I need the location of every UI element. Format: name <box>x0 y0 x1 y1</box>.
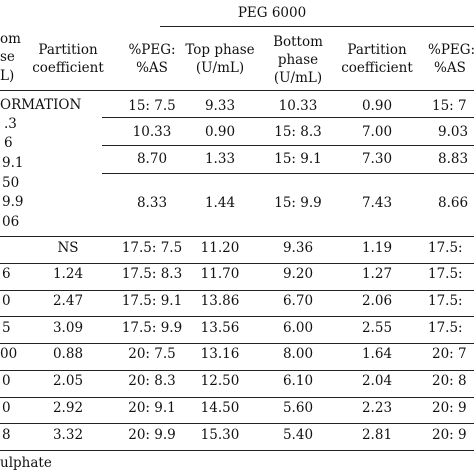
block-row-pc: 7.00 <box>361 124 393 140</box>
row-pc: NS <box>57 240 79 256</box>
row-ratio: 20: 7.5 <box>128 346 176 362</box>
row-left: 5 <box>2 320 11 336</box>
group-header-rule <box>160 26 474 27</box>
group-header-peg-6000: PEG 6000 <box>237 5 307 21</box>
row-ratio2: 17.5: <box>428 240 463 256</box>
block-left-value: 9.1 <box>2 155 24 171</box>
row-pc2: 2.06 <box>361 293 393 309</box>
block-end-rule <box>0 236 474 237</box>
block-row-ratio: 8.70 <box>136 151 168 167</box>
row-pc: 2.47 <box>52 293 84 309</box>
block-row-ratio2: 8.83 <box>438 151 469 167</box>
row-left: 8 <box>2 427 11 443</box>
row-left: 6 <box>2 266 11 282</box>
row-pc: 0.88 <box>52 346 84 362</box>
row-ratio: 17.5: 8.3 <box>121 266 183 282</box>
block-row-ratio2: 9.03 <box>438 124 469 140</box>
block-rule <box>102 117 474 118</box>
row-ratio2: 20: 8 <box>432 373 467 389</box>
block-row-ratio2: 8.66 <box>438 195 469 211</box>
row-top: 13.16 <box>200 346 240 362</box>
block-row-top: 0.90 <box>204 124 236 140</box>
row-top: 15.30 <box>200 427 240 443</box>
row-pc2: 2.04 <box>361 373 393 389</box>
row-ratio: 20: 9.1 <box>128 400 176 416</box>
row-pc2: 2.55 <box>361 320 393 336</box>
block-row-pc: 7.43 <box>361 195 393 211</box>
row-bottom: 5.40 <box>282 427 314 443</box>
header-rule <box>0 90 474 91</box>
row-ratio2: 17.5: <box>428 266 463 282</box>
block-row-bottom: 15: 8.3 <box>274 124 322 140</box>
block-row-ratio: 10.33 <box>132 124 172 140</box>
row-left: 00 <box>0 346 18 362</box>
row-ratio2: 20: 9 <box>432 427 467 443</box>
row-pc2: 1.19 <box>361 240 393 256</box>
block-row-top: 9.33 <box>204 98 236 114</box>
row-ratio: 17.5: 9.1 <box>121 293 183 309</box>
block-left-value: .3 <box>4 116 17 132</box>
footnote: ulphate <box>0 455 52 471</box>
block-row-pc: 7.30 <box>361 151 393 167</box>
row-left: 0 <box>2 400 11 416</box>
block-row-pc: 0.90 <box>361 98 393 114</box>
row-ratio2: 20: 9 <box>432 400 467 416</box>
block-row-bottom: 15: 9.9 <box>274 195 322 211</box>
row-bottom: 5.60 <box>282 400 314 416</box>
row-bottom: 9.20 <box>282 266 314 282</box>
block-left-value: 06 <box>2 214 20 230</box>
block-left-value: 6 <box>4 135 13 151</box>
block-row-bottom: 15: 9.1 <box>274 151 322 167</box>
row-ratio: 20: 9.9 <box>128 427 176 443</box>
row-bottom: 8.00 <box>282 346 314 362</box>
block-row-ratio: 15: 7.5 <box>128 98 176 114</box>
row-left: 0 <box>2 293 11 309</box>
row-pc: 2.05 <box>52 373 84 389</box>
row-rule <box>0 263 474 264</box>
row-pc: 3.09 <box>52 320 84 336</box>
block-row-ratio: 8.33 <box>136 195 168 211</box>
row-top: 13.86 <box>200 293 240 309</box>
row-pc2: 2.23 <box>361 400 393 416</box>
row-ratio: 17.5: 7.5 <box>121 240 183 256</box>
row-pc: 2.92 <box>52 400 84 416</box>
row-rule <box>0 316 474 317</box>
row-top: 14.50 <box>200 400 240 416</box>
row-bottom: 6.10 <box>282 373 314 389</box>
row-pc: 1.24 <box>52 266 84 282</box>
table-bottom-rule <box>0 450 474 451</box>
row-top: 11.20 <box>200 240 240 256</box>
row-rule <box>0 290 474 291</box>
row-pc2: 1.64 <box>361 346 393 362</box>
row-top: 12.50 <box>200 373 240 389</box>
row-ratio2: 17.5: <box>428 320 463 336</box>
block-left-value: 9.9 <box>2 194 24 210</box>
row-pc2: 1.27 <box>361 266 393 282</box>
row-rule <box>0 343 474 344</box>
row-top: 13.56 <box>200 320 240 336</box>
row-pc: 3.32 <box>52 427 84 443</box>
row-top: 11.70 <box>200 266 240 282</box>
block-rule <box>102 145 474 146</box>
block-rule <box>102 173 474 174</box>
row-bottom: 6.00 <box>282 320 314 336</box>
block-left-value: 50 <box>2 175 20 191</box>
row-rule <box>0 423 474 424</box>
block-row-ratio2: 15: 7 <box>432 98 467 114</box>
row-left: 0 <box>2 373 11 389</box>
row-bottom: 9.36 <box>282 240 314 256</box>
row-ratio2: 17.5: <box>428 293 463 309</box>
row-ratio2: 20: 7 <box>432 346 467 362</box>
block-row-bottom: 10.33 <box>278 98 318 114</box>
block-row-top: 1.44 <box>204 195 236 211</box>
block-row-top: 1.33 <box>204 151 236 167</box>
row-bottom: 6.70 <box>282 293 314 309</box>
row-ratio: 17.5: 9.9 <box>121 320 183 336</box>
block-label: ORMATION <box>0 97 82 113</box>
row-rule <box>0 397 474 398</box>
row-ratio: 20: 8.3 <box>128 373 176 389</box>
row-rule <box>0 370 474 371</box>
row-pc2: 2.81 <box>361 427 393 443</box>
